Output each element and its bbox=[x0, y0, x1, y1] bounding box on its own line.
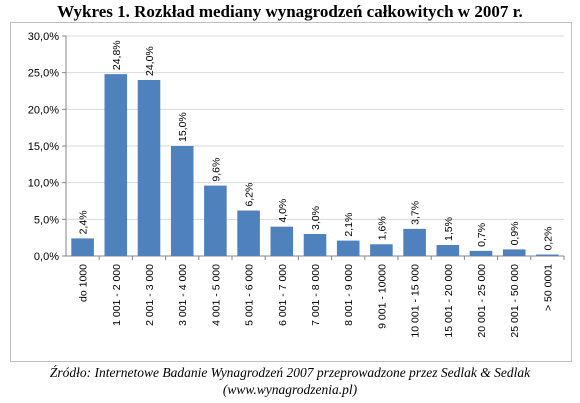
source-line-2: (www.wynagrodzenia.pl) bbox=[222, 382, 358, 397]
category-label: 6 001 - 7 000 bbox=[277, 264, 289, 326]
bar-value-label: 0,2% bbox=[542, 227, 554, 251]
category-label: > 50 0001 bbox=[542, 264, 554, 311]
bar bbox=[204, 185, 227, 256]
bar bbox=[137, 80, 161, 256]
chart-title: Wykres 1. Rozkład mediany wynagrodzeń ca… bbox=[57, 2, 523, 21]
category-label: 1 001 - 2 000 bbox=[111, 264, 123, 326]
y-tick-label: 15,0% bbox=[28, 141, 59, 153]
bar bbox=[502, 249, 526, 256]
bar-value-label: 1,5% bbox=[443, 217, 455, 241]
bar-value-label: 6,2% bbox=[244, 183, 256, 207]
bar-value-label: 0,9% bbox=[509, 221, 521, 245]
bar bbox=[536, 254, 559, 256]
y-tick-label: 30,0% bbox=[28, 31, 59, 43]
category-label: 3 001 - 4 000 bbox=[177, 264, 189, 326]
bar-value-label: 2,4% bbox=[78, 210, 90, 234]
bar bbox=[403, 228, 426, 256]
bar bbox=[336, 240, 360, 256]
bar bbox=[370, 244, 393, 256]
bar bbox=[469, 250, 493, 256]
category-label: 10 001 - 15 000 bbox=[410, 264, 422, 338]
bar bbox=[270, 226, 294, 256]
y-tick-label: 20,0% bbox=[28, 104, 59, 116]
category-label: 20 001 - 25 000 bbox=[476, 264, 488, 338]
bar bbox=[104, 74, 128, 256]
bar-value-label: 0,7% bbox=[476, 223, 488, 247]
bar bbox=[237, 210, 260, 256]
bar-value-label: 3,7% bbox=[410, 201, 422, 225]
source-line-1: Źródło: Internetowe Badanie Wynagrodzeń … bbox=[49, 365, 531, 380]
category-label: 5 001 - 6 000 bbox=[244, 264, 256, 326]
bar-value-label: 9,6% bbox=[210, 158, 222, 182]
y-tick-label: 25,0% bbox=[28, 68, 59, 80]
bar-value-label: 24,8% bbox=[111, 40, 123, 70]
bar-value-label: 3,0% bbox=[310, 206, 322, 230]
y-tick-label: 0,0% bbox=[34, 251, 59, 263]
bar-value-label: 4,0% bbox=[277, 199, 289, 223]
category-label: 8 001 - 9 000 bbox=[343, 264, 355, 326]
source-note: Źródło: Internetowe Badanie Wynagrodzeń … bbox=[0, 364, 580, 398]
bar bbox=[303, 234, 327, 256]
bar-value-label: 24,0% bbox=[144, 46, 156, 76]
category-label: 2 001 - 3 000 bbox=[144, 264, 156, 326]
category-label: 7 001 - 8 000 bbox=[310, 264, 322, 326]
chart-frame: 0,0% 5,0% 10,0% 15,0% 20,0% 25,0% 30,0% 2,4% do … bbox=[10, 22, 572, 362]
bar-value-label: 15,0% bbox=[177, 112, 189, 142]
category-label: do 1000 bbox=[78, 264, 90, 302]
bar-value-label: 1,6% bbox=[376, 216, 388, 240]
y-tick-label: 5,0% bbox=[34, 214, 59, 226]
bar-chart: 0,0% 5,0% 10,0% 15,0% 20,0% 25,0% 30,0% 2,4% do … bbox=[28, 31, 565, 338]
bar bbox=[170, 146, 194, 256]
bar bbox=[71, 238, 94, 256]
category-label: 25 001 - 50 000 bbox=[509, 264, 521, 338]
category-label: 15 001 - 20 000 bbox=[443, 264, 455, 338]
category-label: 4 001 - 5 000 bbox=[210, 264, 222, 326]
category-label: 9 001 - 10000 bbox=[376, 264, 388, 329]
bar bbox=[436, 245, 460, 256]
y-tick-label: 10,0% bbox=[28, 178, 59, 190]
bar-value-label: 2,1% bbox=[343, 213, 355, 237]
